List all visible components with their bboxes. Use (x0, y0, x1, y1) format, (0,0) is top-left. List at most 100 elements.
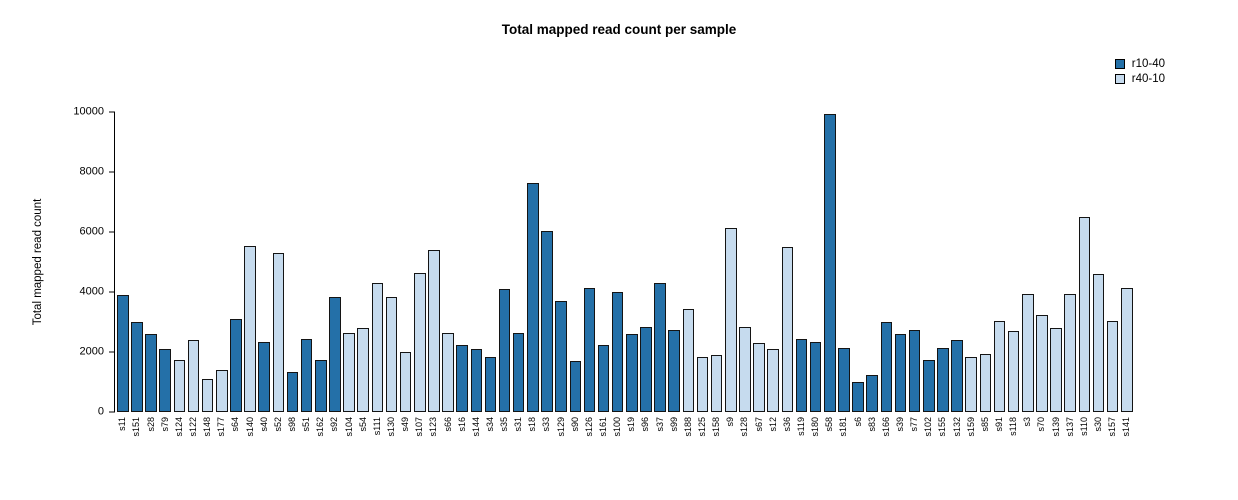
x-tick-label: s140 (244, 417, 255, 437)
x-tick-label: s34 (484, 417, 495, 432)
plot-area: 0 2000 4000 6000 8000 10000 (73, 106, 1135, 417)
y-tick-mark (109, 291, 115, 293)
bar-s3 (1022, 293, 1034, 412)
legend-swatch-light (1114, 74, 1125, 84)
x-tick-label: s67 (753, 417, 764, 432)
bar-s18 (527, 182, 539, 412)
bar-s158 (710, 355, 723, 412)
bar-s30 (1092, 274, 1105, 412)
x-tick-label: s137 (1064, 417, 1075, 437)
bar-s161 (597, 344, 610, 412)
bar-s125 (696, 356, 709, 412)
bar-s155 (937, 347, 949, 412)
bar-s58 (824, 113, 836, 412)
bar-s40 (258, 341, 270, 412)
y-tick-mark (109, 411, 115, 413)
x-tick-label: s141 (1121, 417, 1132, 437)
bar-s83 (866, 374, 878, 412)
x-tick-label: s166 (880, 417, 891, 437)
bar-s144 (470, 349, 483, 412)
x-tick-label: s132 (951, 417, 962, 437)
bar-s126 (583, 287, 596, 412)
y-tick-label: 8000 (79, 165, 104, 178)
bar-s111 (371, 283, 384, 412)
x-tick-label: s123 (428, 417, 439, 437)
x-tick-label: s54 (357, 417, 368, 432)
legend-label: r40-10 (1131, 73, 1165, 85)
y-tick-label: 6000 (79, 225, 104, 238)
y-tick-label: 4000 (79, 285, 104, 298)
legend-item-r40-10: r40-10 (1114, 73, 1165, 85)
x-tick-label: s122 (187, 417, 198, 437)
bar-s6 (852, 382, 864, 412)
x-tick-label: s58 (824, 417, 835, 432)
x-tick-label: s177 (216, 417, 227, 437)
bar-s188 (682, 308, 695, 412)
x-tick-label: s98 (286, 417, 297, 432)
x-tick-label: s162 (315, 417, 326, 437)
y-axis-label: Total mapped read count (32, 198, 44, 326)
bar-s148 (201, 379, 214, 412)
chart-title: Total mapped read count per sample (501, 22, 737, 37)
bar-s104 (343, 332, 355, 412)
bar-s9 (725, 227, 737, 412)
x-tick-label: s40 (258, 417, 269, 432)
x-tick-label: s99 (668, 417, 679, 432)
bar-s19 (626, 334, 638, 412)
x-tick-label: s79 (159, 417, 170, 432)
x-tick-label: s100 (612, 417, 623, 437)
x-tick-label: s30 (1092, 417, 1103, 432)
bar-s66 (442, 332, 454, 412)
y-axis-line (114, 112, 115, 412)
x-tick-label: s104 (343, 417, 354, 437)
x-tick-label: s157 (1107, 417, 1118, 437)
x-tick-label: s118 (1008, 417, 1019, 436)
bar-s107 (413, 272, 426, 412)
bar-s77 (908, 329, 921, 412)
bar-s162 (314, 359, 327, 412)
bar-s35 (498, 289, 511, 412)
bar-s64 (230, 319, 242, 412)
bar-s124 (173, 359, 186, 412)
x-tick-label: s159 (965, 417, 976, 437)
x-tick-label: s35 (499, 417, 510, 432)
bar-s137 (1064, 293, 1076, 412)
bar-s151 (131, 322, 143, 412)
x-tick-label: s161 (598, 417, 609, 437)
y-tick-2000: 2000 (80, 346, 115, 358)
x-tick-label: s16 (456, 417, 467, 432)
x-tick-label: s52 (272, 417, 283, 432)
x-tick-label: s111 (371, 417, 382, 436)
bar-s67 (753, 343, 765, 412)
bar-s39 (894, 334, 907, 412)
bar-s159 (965, 356, 977, 412)
y-tick-10000: 10000 (73, 106, 115, 118)
x-axis-labels: s11 s151 s28 s79 s124 s122 s148 s177 s64 s140 s40 s… (115, 417, 1135, 437)
x-tick-label: s49 (400, 417, 411, 432)
y-tick-mark (109, 231, 115, 233)
bar-s181 (838, 347, 850, 412)
y-tick-mark (109, 171, 115, 173)
x-tick-label: s6 (852, 417, 863, 427)
x-tick-label: s92 (329, 417, 340, 432)
bar-s91 (993, 320, 1006, 412)
bar-s12 (767, 349, 780, 412)
bar-s141 (1120, 287, 1133, 412)
legend-label: r10-40 (1131, 58, 1165, 70)
bar-s37 (654, 283, 666, 412)
x-tick-label: s39 (895, 417, 905, 432)
bar-s98 (286, 371, 299, 412)
x-tick-label: s102 (923, 417, 934, 437)
bar-s128 (739, 326, 751, 412)
x-tick-label: s51 (301, 417, 312, 432)
x-tick-label: s18 (527, 417, 538, 432)
x-tick-label: s77 (909, 417, 920, 432)
bar-s177 (215, 370, 228, 412)
bar-s34 (484, 356, 497, 412)
x-tick-label: s33 (541, 417, 552, 432)
bar-s79 (159, 349, 171, 412)
bar-s110 (1078, 217, 1091, 412)
x-tick-label: s124 (173, 417, 184, 437)
bar-s99 (668, 329, 681, 412)
x-tick-label: s31 (513, 417, 524, 432)
